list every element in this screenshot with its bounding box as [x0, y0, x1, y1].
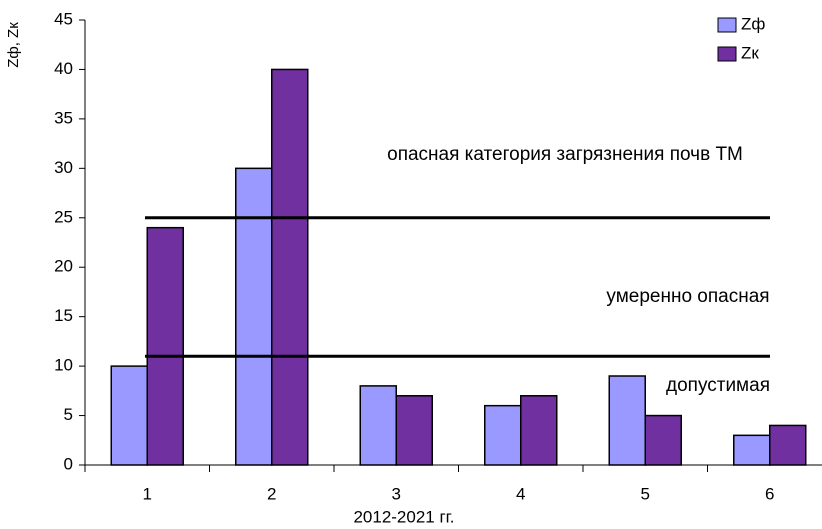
bar — [235, 167, 273, 466]
y-tick-label: 25 — [54, 207, 73, 226]
y-tick-label: 20 — [54, 257, 73, 276]
legend-label: Zф — [741, 14, 765, 33]
y-tick-label: 10 — [54, 356, 73, 375]
bar — [608, 375, 646, 466]
x-tick-label: 2 — [267, 484, 276, 503]
bar — [733, 434, 771, 466]
bar — [769, 424, 807, 466]
bar — [395, 395, 433, 466]
y-tick-label: 35 — [54, 108, 73, 127]
y-axis-label: Zф, Zк — [5, 22, 22, 68]
x-tick-label: 1 — [143, 484, 152, 503]
y-tick-label: 30 — [54, 158, 73, 177]
bar — [146, 226, 184, 466]
bar — [110, 365, 148, 466]
bar — [644, 414, 682, 466]
y-tick-label: 15 — [54, 306, 73, 325]
y-tick-label: 0 — [64, 454, 73, 473]
legend-label: Zк — [741, 43, 759, 62]
y-tick-label: 45 — [54, 9, 73, 28]
y-tick-label: 5 — [64, 405, 73, 424]
legend-swatch — [717, 17, 737, 33]
annotation: опасная категория загрязнения почв ТМ — [387, 144, 743, 165]
x-tick-label: 5 — [641, 484, 650, 503]
x-tick-label: 3 — [392, 484, 401, 503]
legend-swatch — [717, 46, 737, 62]
bar — [359, 385, 397, 466]
bar — [484, 404, 522, 466]
x-tick-label: 4 — [516, 484, 525, 503]
y-tick-label: 40 — [54, 59, 73, 78]
annotation: умеренно опасная — [606, 286, 769, 307]
x-axis-label: 2012-2021 гг. — [353, 507, 454, 526]
x-tick-label: 6 — [765, 484, 774, 503]
bar — [271, 68, 309, 466]
bar — [520, 395, 558, 466]
annotation: допустимая — [666, 375, 770, 396]
